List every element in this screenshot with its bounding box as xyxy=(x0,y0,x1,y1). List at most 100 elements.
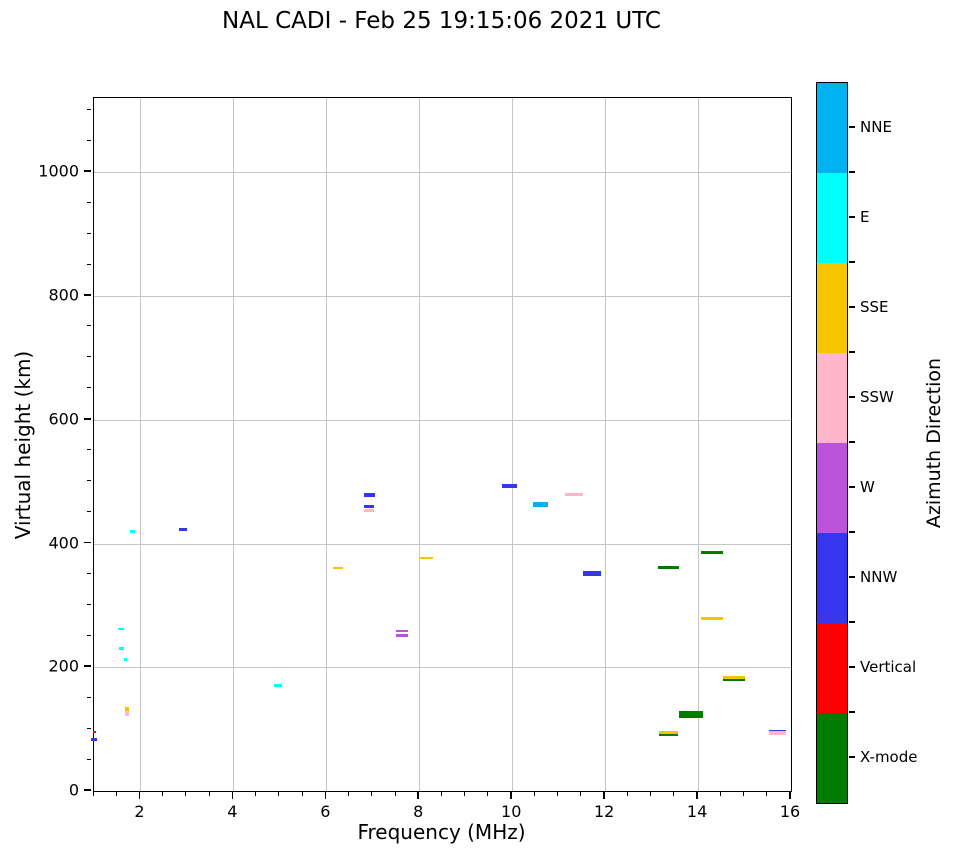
colorbar-boundary-tick xyxy=(849,261,855,263)
x-minor-tick xyxy=(743,792,745,796)
colorbar-center-tick xyxy=(849,666,855,668)
data-point-ssw xyxy=(565,493,583,497)
colorbar-label: NNW xyxy=(860,568,898,586)
colorbar-title: Azimuth Direction xyxy=(923,357,945,529)
x-major-tick xyxy=(231,792,234,799)
x-axis-label: Frequency (MHz) xyxy=(357,820,526,844)
x-tick-label: 6 xyxy=(320,802,331,821)
x-gridline xyxy=(419,98,421,791)
colorbar-label: SSE xyxy=(860,298,889,316)
colorbar-label: Vertical xyxy=(860,658,917,676)
data-point-sse xyxy=(701,616,723,620)
y-axis-label: Virtual height (km) xyxy=(11,350,35,540)
x-minor-tick xyxy=(580,792,582,796)
y-gridline xyxy=(94,543,791,545)
y-tick-label: 1000 xyxy=(38,161,79,181)
x-minor-tick xyxy=(557,792,559,796)
y-minor-tick xyxy=(87,232,91,234)
y-gridline xyxy=(94,667,791,669)
colorbar-label: W xyxy=(860,478,875,496)
colorbar-center-tick xyxy=(849,126,855,128)
y-minor-tick xyxy=(87,139,91,141)
x-minor-tick xyxy=(371,792,373,796)
colorbar-boundary-tick xyxy=(849,441,855,443)
y-gridline xyxy=(94,172,791,174)
x-tick-label: 16 xyxy=(779,802,801,821)
x-minor-tick xyxy=(185,792,187,796)
colorbar-center-tick xyxy=(849,216,855,218)
x-minor-tick xyxy=(301,792,303,796)
y-major-tick xyxy=(84,789,91,791)
y-minor-tick xyxy=(87,480,91,482)
x-minor-tick xyxy=(766,792,768,796)
y-major-tick xyxy=(84,170,91,173)
x-tick-label: 10 xyxy=(501,802,522,821)
colorbar-boundary-tick xyxy=(849,621,855,623)
x-minor-tick xyxy=(441,792,442,796)
x-minor-tick xyxy=(162,792,164,796)
data-point-ssw xyxy=(769,730,787,735)
data-point-nnw xyxy=(91,737,97,741)
y-minor-tick xyxy=(87,696,91,698)
colorbar-segment-sse xyxy=(817,263,847,353)
colorbar-boundary-tick xyxy=(849,711,855,713)
y-major-tick xyxy=(84,417,91,420)
x-minor-tick xyxy=(487,792,489,796)
data-point-sse xyxy=(333,566,344,569)
x-gridline xyxy=(233,98,235,791)
y-minor-tick xyxy=(87,758,91,760)
y-major-tick xyxy=(84,665,91,668)
x-minor-tick xyxy=(115,792,117,796)
x-gridline xyxy=(512,98,514,791)
x-major-tick xyxy=(510,792,512,799)
colorbar-boundary-tick xyxy=(849,531,855,533)
data-point-e xyxy=(123,657,127,661)
y-minor-tick xyxy=(87,603,91,605)
data-point-nne xyxy=(533,502,549,508)
data-point-sse xyxy=(659,731,679,735)
colorbar-label: X-mode xyxy=(860,748,918,766)
plot-area xyxy=(91,97,792,792)
data-point-x-mode xyxy=(658,565,680,569)
y-tick-label: 0 xyxy=(68,780,79,800)
data-point-ssw xyxy=(363,508,374,512)
x-tick-label: 8 xyxy=(413,802,424,821)
data-point-nnw xyxy=(179,528,188,532)
colorbar-center-tick xyxy=(849,306,855,308)
y-minor-tick xyxy=(87,108,91,110)
data-point-sse xyxy=(722,676,745,680)
y-tick-label: 400 xyxy=(48,533,79,552)
data-point-e xyxy=(274,684,282,688)
x-tick-label: 4 xyxy=(227,802,238,821)
x-gridline xyxy=(698,98,700,791)
y-major-tick xyxy=(84,541,91,544)
x-minor-tick xyxy=(92,792,94,796)
y-tick-label: 200 xyxy=(48,656,79,676)
y-gridline xyxy=(94,419,791,421)
x-minor-tick xyxy=(255,792,257,796)
y-major-tick xyxy=(84,294,91,296)
y-minor-tick xyxy=(87,356,91,358)
data-point-nnw xyxy=(583,571,602,577)
colorbar-boundary-tick xyxy=(849,171,855,173)
x-tick-label: 12 xyxy=(593,802,615,821)
colorbar-label: SSW xyxy=(860,388,894,406)
x-minor-tick xyxy=(278,792,280,796)
colorbar-center-tick xyxy=(849,486,855,488)
colorbar-center-tick xyxy=(849,756,855,758)
x-minor-tick xyxy=(394,792,396,796)
colorbar-segment-ssw xyxy=(817,353,847,443)
y-tick-label: 800 xyxy=(48,285,79,305)
data-point-vertical xyxy=(92,731,96,734)
x-major-tick xyxy=(324,792,327,799)
data-point-nnw xyxy=(363,493,375,498)
x-major-tick xyxy=(603,792,605,799)
y-minor-tick xyxy=(87,572,91,574)
colorbar-segment-e xyxy=(817,173,847,263)
data-point-x-mode xyxy=(700,551,723,555)
colorbar-center-tick xyxy=(849,396,855,398)
azimuth-colorbar xyxy=(816,82,848,804)
x-minor-tick xyxy=(626,792,628,796)
data-point-e xyxy=(129,530,135,534)
